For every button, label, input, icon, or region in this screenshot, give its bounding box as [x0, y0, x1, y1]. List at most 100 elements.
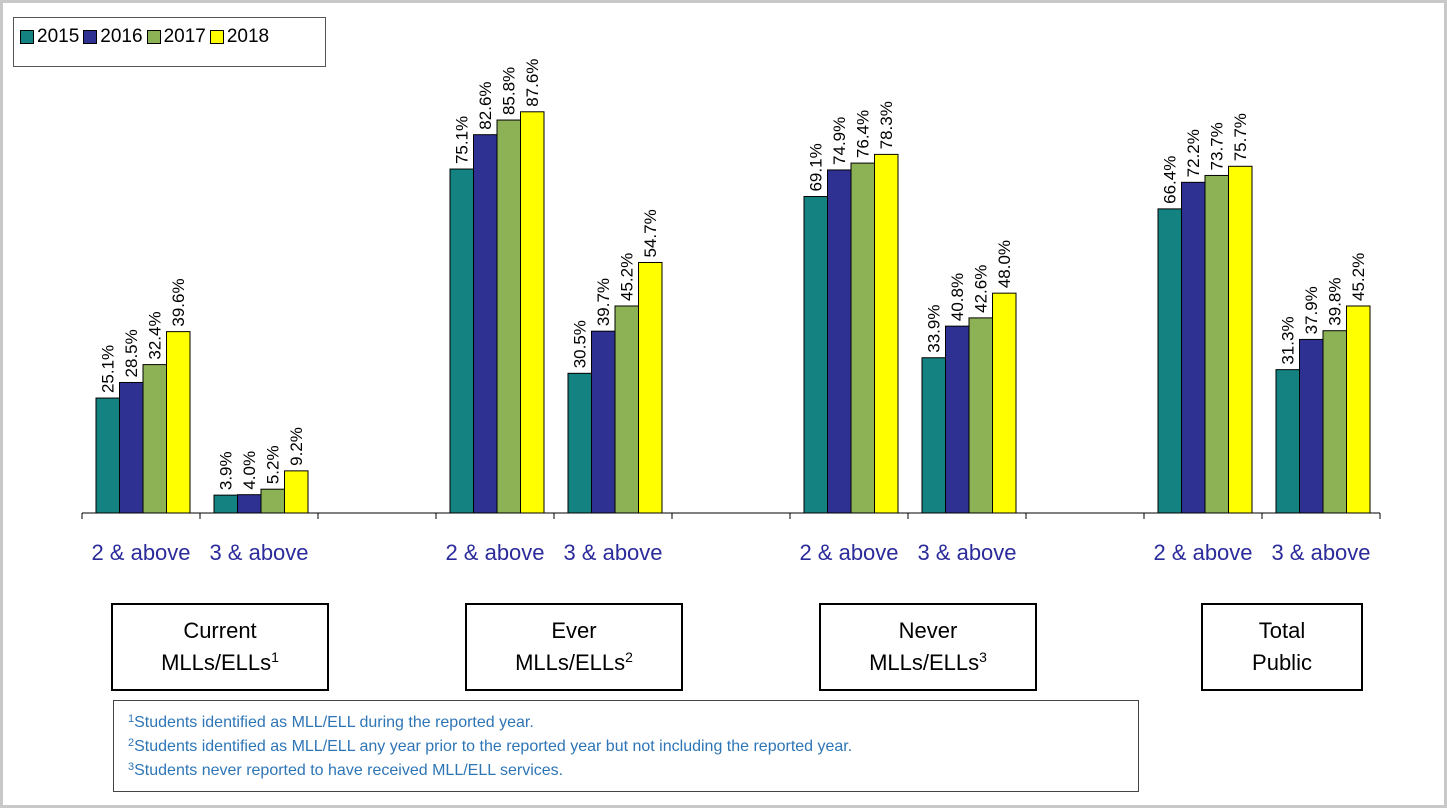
- bar: [473, 134, 498, 514]
- group-box: Total Public: [1201, 603, 1363, 691]
- legend-item: 2015: [20, 26, 79, 48]
- value-label: 37.9%: [1302, 286, 1321, 334]
- value-label: 73.7%: [1208, 122, 1227, 170]
- bar: [142, 364, 167, 514]
- legend-label: 2016: [100, 26, 143, 47]
- category-label: 3 & above: [563, 540, 663, 565]
- bar: [520, 111, 545, 514]
- bar: [614, 305, 639, 514]
- group-note-mark: 3: [979, 649, 987, 665]
- footnote-text: Students identified as MLL/ELL during th…: [134, 714, 534, 731]
- bar: [850, 162, 875, 514]
- bar: [1322, 330, 1347, 514]
- value-label: 39.8%: [1326, 278, 1345, 326]
- bar: [119, 381, 144, 514]
- value-label: 45.2%: [618, 253, 637, 301]
- value-label: 39.7%: [594, 278, 613, 326]
- legend-label: 2017: [163, 26, 206, 47]
- bar: [874, 153, 899, 514]
- bar: [1275, 369, 1300, 514]
- group-label: Current MLLs/ELLs1: [161, 618, 279, 675]
- bar: [827, 169, 852, 514]
- value-label: 85.8%: [500, 67, 519, 115]
- value-label: 33.9%: [925, 305, 944, 353]
- value-label: 75.1%: [453, 116, 472, 164]
- bar: [968, 317, 993, 514]
- footnote: 3Students never reported to have receive…: [128, 759, 1124, 783]
- value-label: 78.3%: [877, 101, 896, 149]
- value-label: 3.9%: [217, 451, 236, 490]
- value-label: 45.2%: [1349, 253, 1368, 301]
- bar: [992, 292, 1017, 514]
- bar: [1204, 174, 1229, 514]
- legend-label: 2015: [37, 26, 80, 47]
- bar: [1346, 305, 1371, 514]
- value-label: 4.0%: [240, 451, 259, 490]
- footnote-text: Students identified as MLL/ELL any year …: [134, 738, 853, 755]
- value-label: 25.1%: [99, 345, 118, 393]
- category-label: 2 & above: [1153, 540, 1253, 565]
- bar: [638, 261, 663, 514]
- bar: [95, 397, 120, 514]
- value-label: 28.5%: [122, 329, 141, 377]
- bar: [1228, 165, 1253, 514]
- group-box: Current MLLs/ELLs1: [111, 603, 329, 691]
- value-label: 32.4%: [146, 311, 165, 359]
- footnote: 1Students identified as MLL/ELL during t…: [128, 711, 1124, 735]
- bar: [166, 331, 191, 514]
- value-label: 39.6%: [169, 278, 188, 326]
- bar: [284, 470, 309, 514]
- bar: [1181, 181, 1206, 514]
- legend-item: 2018: [209, 26, 270, 48]
- legend-swatch: [20, 30, 34, 44]
- plot: 25.1% 3.9% 75.1% 30.5% 69.1% 33.9% 66.4% 31.3% 2…: [81, 59, 1381, 519]
- group-note-mark: 2: [625, 649, 633, 665]
- value-label: 69.1%: [807, 143, 826, 191]
- legend-label: 2018: [226, 26, 270, 47]
- value-label: 66.4%: [1161, 156, 1180, 204]
- value-label: 54.7%: [641, 209, 660, 257]
- bar: [1157, 208, 1182, 514]
- group-label: Ever MLLs/ELLs2: [515, 618, 633, 675]
- category-label: 3 & above: [917, 540, 1017, 565]
- group-note-mark: 1: [271, 649, 279, 665]
- bar: [567, 372, 592, 514]
- group-box: Ever MLLs/ELLs2: [465, 603, 683, 691]
- value-label: 74.9%: [830, 117, 849, 165]
- bar: [449, 168, 474, 514]
- footnote-text: Students never reported to have received…: [134, 762, 564, 779]
- category-label: 3 & above: [209, 540, 309, 565]
- footnotes: 1Students identified as MLL/ELL during t…: [113, 700, 1139, 792]
- value-label: 75.7%: [1231, 113, 1250, 161]
- value-label: 9.2%: [287, 427, 306, 466]
- group-label: Total Public: [1252, 618, 1312, 675]
- value-label: 31.3%: [1279, 316, 1298, 364]
- value-label: 30.5%: [571, 320, 590, 368]
- category-label: 2 & above: [445, 540, 545, 565]
- legend-swatch: [209, 30, 224, 44]
- bar: [496, 119, 521, 514]
- footnote-mark: 1: [128, 713, 135, 725]
- value-label: 82.6%: [476, 81, 495, 129]
- bar: [921, 357, 946, 514]
- bar: [803, 196, 828, 514]
- footnote-mark: 3: [128, 761, 135, 773]
- bar: [213, 494, 238, 514]
- bar: [945, 325, 970, 514]
- legend-item: 2017: [146, 26, 206, 48]
- bar: [260, 488, 285, 514]
- value-label: 42.6%: [972, 265, 991, 313]
- value-label: 76.4%: [854, 110, 873, 158]
- footnote: 2Students identified as MLL/ELL any year…: [128, 735, 1124, 759]
- category-label: 3 & above: [1271, 540, 1371, 565]
- bar: [591, 330, 616, 514]
- group-box: Never MLLs/ELLs3: [819, 603, 1037, 691]
- value-label: 40.8%: [948, 273, 967, 321]
- footnote-mark: 2: [128, 737, 135, 749]
- bar: [1299, 338, 1324, 514]
- category-label: 2 & above: [799, 540, 899, 565]
- bar: [237, 494, 262, 514]
- value-label: 72.2%: [1184, 129, 1203, 177]
- legend-item: 2016: [83, 26, 143, 48]
